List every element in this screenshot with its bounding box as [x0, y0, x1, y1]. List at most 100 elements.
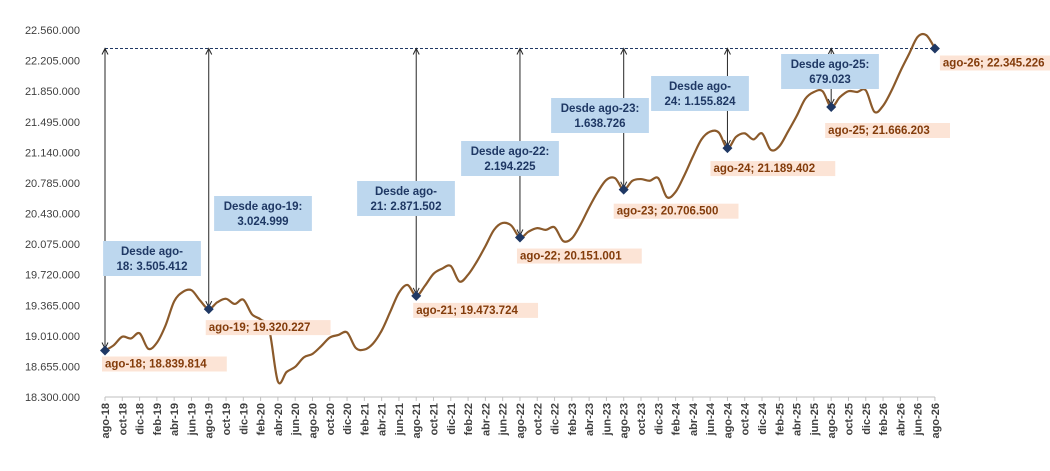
y-axis: 22.560.000 22.205.000 21.850.000 21.495.000…: [25, 25, 80, 404]
x-tick-label: oct-23: [636, 403, 648, 435]
x-tick-label: dic-19: [238, 403, 250, 435]
x-tick-label: abr-26: [895, 403, 907, 436]
x-tick-label: dic-23: [653, 403, 665, 435]
y-tick-label: 21.850.000: [25, 86, 80, 98]
point-label: ago-26; 22.345.226: [943, 58, 1045, 70]
labels-layer: ago-18; 18.839.814 ago-19; 19.320.227 ago-…: [102, 54, 1050, 372]
point-label-box: [939, 55, 1050, 71]
x-tick-label: feb-21: [359, 403, 371, 435]
point-label-box: [102, 356, 227, 372]
x-tick-label: ago-22: [515, 403, 527, 438]
x-tick-label: dic-20: [342, 403, 354, 435]
annotation-box: [651, 76, 749, 111]
x-tick-label: oct-24: [740, 402, 752, 435]
x-tick-label: dic-18: [135, 403, 147, 435]
x-tick-label: abr-23: [584, 403, 596, 436]
y-tick-label: 20.075.000: [25, 239, 80, 251]
x-tick-label: feb-24: [671, 402, 683, 435]
x-tick-label: feb-25: [774, 403, 786, 435]
y-tick-label: 20.430.000: [25, 209, 80, 221]
x-tick-label: oct-20: [325, 403, 337, 435]
point-label: ago-25; 21.666.203: [828, 125, 930, 137]
x-tick-label: jun-24: [705, 402, 717, 436]
x-tick-label: ago-20: [307, 403, 319, 438]
x-tick-label: abr-22: [480, 403, 492, 436]
y-tick-label: 19.010.000: [25, 331, 80, 343]
annotation-line-2: 24: 1.155.824: [665, 96, 737, 108]
x-tick-label: oct-18: [117, 403, 129, 435]
annotation-line-2: 1.638.726: [574, 118, 625, 130]
annotation-line-2: 21: 2.871.502: [371, 201, 442, 213]
x-tick-label: jun-20: [290, 403, 302, 436]
x-tick-label: jun-21: [394, 403, 406, 436]
annotation-box: [781, 54, 879, 89]
x-tick-label: oct-22: [532, 403, 544, 435]
x-tick-label: ago-18: [100, 403, 112, 438]
data-marker: [826, 102, 837, 113]
x-tick-label: abr-19: [169, 403, 181, 436]
annotation-box: [103, 241, 201, 276]
arrow-head-up: [412, 47, 420, 55]
x-tick-label: ago-23: [619, 403, 631, 438]
annotation-box: [461, 141, 559, 176]
data-marker: [618, 184, 629, 195]
annotation-line-2: 18: 3.505.412: [117, 261, 188, 273]
point-label-box: [205, 320, 331, 336]
data-marker: [100, 345, 110, 356]
arrow-head-up: [101, 47, 109, 55]
data-marker: [929, 43, 940, 54]
annotation-line-1: Desde ago-22:: [471, 146, 550, 158]
point-label: ago-18; 18.839.814: [105, 358, 207, 370]
data-marker: [411, 290, 422, 301]
annotation-line-1: Desde ago-: [375, 186, 437, 198]
point-label-box: [516, 248, 642, 264]
arrow-head-up: [827, 47, 835, 55]
x-tick-label: oct-19: [221, 403, 233, 435]
y-tick-label: 21.495.000: [25, 117, 80, 129]
arrow-head-up: [516, 47, 524, 55]
y-tick-label: 18.655.000: [25, 361, 80, 373]
point-label: ago-21; 19.473.724: [416, 305, 518, 317]
y-tick-label: 22.205.000: [25, 56, 80, 68]
x-tick-label: dic-22: [550, 403, 562, 435]
annotation-line-1: Desde ago-19:: [224, 201, 303, 213]
x-tick-label: jun-19: [186, 403, 198, 436]
y-tick-label: 22.560.000: [25, 25, 80, 37]
data-marker: [722, 143, 733, 154]
x-tick-label: feb-22: [463, 403, 475, 435]
annotation-box: [214, 196, 312, 231]
annotation-line-1: Desde ago-23:: [561, 103, 640, 115]
annotation-line-1: Desde ago-25:: [791, 59, 870, 71]
x-tick-label: feb-26: [878, 403, 890, 435]
point-label-box: [613, 203, 739, 219]
x-tick-label: jun-25: [809, 403, 821, 436]
x-tick-label: abr-21: [377, 403, 389, 436]
y-tick-label: 21.140.000: [25, 147, 80, 159]
x-tick-label: feb-23: [567, 403, 579, 435]
markers-layer: [100, 43, 940, 356]
point-label: ago-19; 19.320.227: [209, 322, 311, 334]
annotation-line-2: 3.024.999: [237, 216, 288, 228]
annotation-box: [357, 181, 455, 216]
x-tick-label: dic-24: [757, 402, 769, 435]
arrow-head-up: [620, 47, 628, 55]
y-tick-label: 18.300.000: [25, 392, 80, 404]
point-label: ago-22; 20.151.001: [520, 251, 622, 263]
x-tick-label: feb-19: [152, 403, 164, 435]
x-tick-label: jun-26: [913, 403, 925, 436]
y-tick-label: 20.785.000: [25, 178, 80, 190]
data-marker: [203, 304, 214, 315]
x-tick-label: abr-20: [273, 403, 285, 436]
point-label-box: [413, 302, 539, 318]
x-tick-label: jun-23: [601, 403, 613, 436]
x-tick-label: oct-25: [843, 403, 855, 435]
point-label: ago-23; 20.706.500: [617, 206, 719, 218]
x-tick-label: abr-24: [688, 402, 700, 436]
x-tick-label: ago-24: [722, 402, 734, 438]
point-label: ago-24; 21.189.402: [713, 163, 815, 175]
y-tick-label: 19.365.000: [25, 300, 80, 312]
arrow-head-up: [205, 47, 213, 55]
point-label-box: [825, 123, 950, 139]
annotation-line-2: 679.023: [809, 74, 851, 86]
x-tick-label: feb-20: [256, 403, 268, 435]
